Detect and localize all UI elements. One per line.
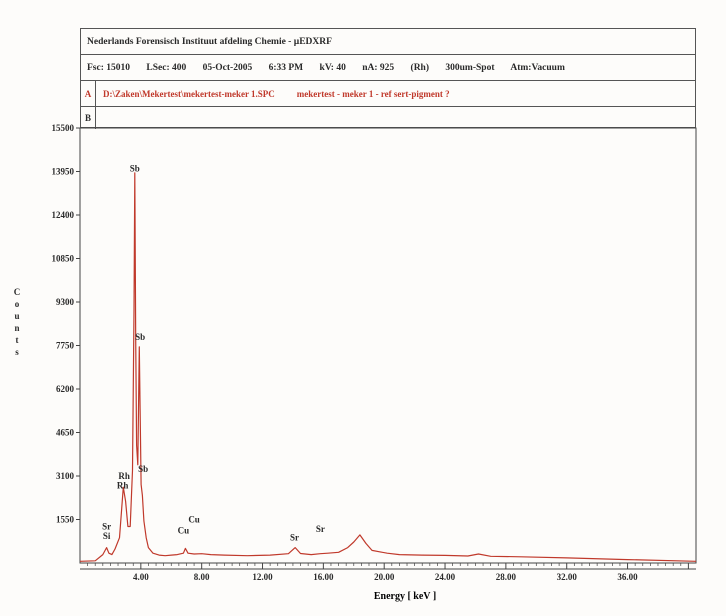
y-axis-label-letter: C	[14, 287, 21, 297]
peak-label: Si	[103, 531, 111, 541]
info-spot: 300um-Spot	[445, 63, 495, 73]
y-axis-label-letter: s	[15, 347, 19, 357]
peak-label: Sr	[102, 521, 111, 531]
y-tick-label: 3100	[56, 471, 75, 481]
peak-label: Cu	[188, 514, 200, 524]
info-target: (Rh)	[410, 63, 430, 73]
plot-frame	[79, 127, 697, 564]
header-title: Nederlands Forensisch Instituut afdeling…	[87, 37, 332, 47]
x-tick-label: 16.00	[313, 572, 334, 582]
y-tick-label: 6200	[56, 384, 75, 394]
axis-ticks: 4.00 8.00 12.00 16.00 20.00 24.00 28.00 32.00 36…	[52, 123, 689, 582]
header-title-row: Nederlands Forensisch Instituut afdeling…	[81, 29, 695, 55]
y-tick-label: 13950	[52, 167, 75, 177]
x-tick-label: 36.00	[617, 572, 638, 582]
peak-label: Sr	[290, 533, 299, 543]
x-tick-label: 4.00	[133, 572, 149, 582]
x-tick-label: 28.00	[496, 572, 517, 582]
peak-label: Rh	[117, 481, 129, 491]
y-tick-label: 4650	[56, 428, 75, 438]
y-axis-label-letter: o	[15, 299, 20, 309]
info-date: 05-Oct-2005	[202, 63, 253, 73]
peak-label: Rh	[118, 471, 130, 481]
trace-b-label: B	[81, 107, 96, 129]
y-axis-label-letter: n	[14, 323, 19, 333]
header-info-row: Fsc: 15010 LSec: 400 05-Oct-2005 6:33 PM…	[81, 55, 695, 81]
x-tick-label: 8.00	[194, 572, 210, 582]
peak-label: Sr	[316, 524, 325, 534]
y-tick-label: 1550	[56, 515, 75, 525]
y-tick-label: 10850	[52, 254, 75, 264]
y-axis-label-letter: u	[14, 311, 19, 321]
info-lsec: LSec: 400	[146, 63, 187, 73]
spectrum-series	[79, 172, 697, 562]
trace-a-desc: mekertest - meker 1 - ref sert-pigment ?	[296, 89, 450, 99]
y-tick-label: 9300	[56, 297, 75, 307]
info-na: nA: 925	[362, 63, 395, 73]
peak-label: Sb	[138, 464, 148, 474]
peak-label: Sb	[135, 332, 145, 342]
trace-a-file: D:\Zaken\Mekertest\mekertest-meker 1.SPC	[103, 89, 275, 99]
x-tick-label: 32.00	[557, 572, 578, 582]
chart-frame	[79, 127, 697, 570]
trace-a-info: D:\Zaken\Mekertest\mekertest-meker 1.SPC…	[103, 81, 450, 106]
x-tick-label: 12.00	[252, 572, 273, 582]
peak-label: Cu	[178, 526, 190, 536]
peak-label: Sb	[130, 164, 140, 174]
spectrum-line	[79, 172, 697, 562]
trace-a-label: A	[81, 81, 96, 106]
info-fsc: Fsc: 15010	[87, 63, 131, 73]
y-axis-label-letter: t	[16, 335, 19, 345]
y-tick-label: 7750	[56, 341, 75, 351]
trace-a-row: A D:\Zaken\Mekertest\mekertest-meker 1.S…	[81, 81, 695, 107]
x-tick-label: 24.00	[435, 572, 456, 582]
info-kv: kV: 40	[319, 63, 346, 73]
x-axis-label: Energy [ keV ]	[374, 591, 436, 602]
y-tick-label: 12400	[52, 210, 75, 220]
y-tick-label: 15500	[52, 123, 75, 133]
info-time: 6:33 PM	[268, 63, 304, 73]
trace-b-row: B	[81, 107, 695, 129]
info-atm: Atm:Vacuum	[510, 63, 565, 73]
x-tick-label: 20.00	[374, 572, 395, 582]
